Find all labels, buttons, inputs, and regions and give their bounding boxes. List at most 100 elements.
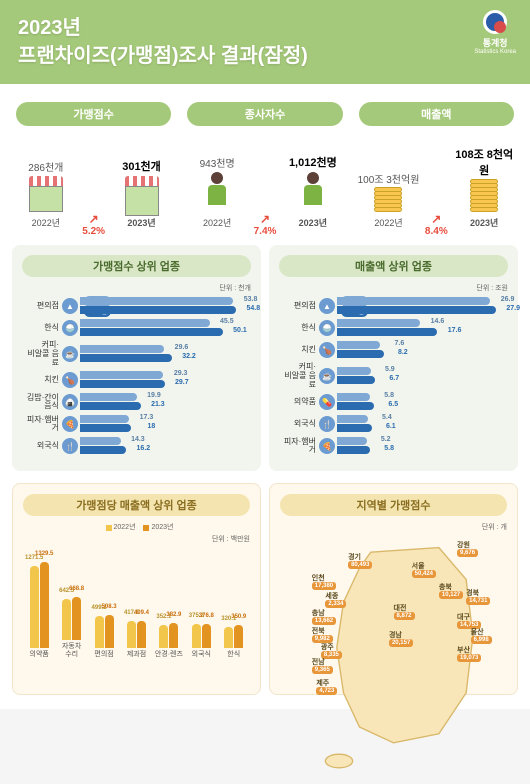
hbar-label: 커피·비알콜 음료 [279, 363, 319, 389]
vbar-unit: 단위 : 백만원 [23, 534, 250, 544]
metric-card: 종사자수 943천명 ↗7.4% 1,012천명 2022년 2023년 [183, 102, 346, 229]
hbar-2022: 5.2 [337, 437, 367, 445]
hbar-unit: 단위 : 천개 [22, 283, 251, 293]
hbar-item: 피자·햄버거 🍕 5.2 5.8 [279, 437, 508, 455]
hbar-2022: 29.6 [80, 345, 164, 353]
vbar-label: 안경·렌즈 [155, 651, 183, 659]
hbar-2023: 17.6 [337, 328, 437, 336]
category-icon: 🍕 [319, 438, 335, 454]
hbar-label: 피자·햄버거 [279, 438, 319, 456]
hbar-item: 한식 🍚 45.5 50.1 [22, 319, 251, 337]
map-title: 지역별 가맹점수 [280, 494, 507, 516]
vbar-label: 외국식 [192, 651, 211, 659]
metric-year: 2023년 [450, 216, 518, 229]
category-icon: 🍗 [319, 342, 335, 358]
hbar-unit: 단위 : 조원 [279, 283, 508, 293]
hbar-item: 치킨 🍗 7.6 8.2 [279, 341, 508, 359]
metric-value-old: 100조 3천억원 [355, 171, 423, 186]
map-region-value: 17,380 [312, 582, 336, 590]
hbar-2022: 26.9 [337, 297, 490, 305]
metric-year: 2023년 [108, 216, 176, 229]
hbar-2023: 29.7 [80, 380, 165, 388]
map-region-value: 10,127 [439, 591, 463, 599]
vbar-label: 편의점 [94, 651, 113, 659]
metric-title: 매출액 [359, 102, 514, 126]
vbar-label: 의약품 [30, 651, 49, 659]
hbar-label: 김밥·간이음식 [22, 394, 62, 412]
hbar-2023: 6.1 [337, 424, 372, 432]
map-region-value: 9,365 [312, 666, 333, 674]
page-title: 2023년 프랜차이즈(가맹점)조사 결과(잠정) [18, 14, 512, 70]
vbar-2023: 376.8 [202, 624, 211, 648]
hbar-2022: 53.8 [80, 297, 233, 305]
hbar-2022: 45.5 [80, 319, 210, 327]
category-icon: 💊 [319, 394, 335, 410]
hbar-2023: 54.8 [80, 306, 236, 314]
hbar-card: 가맹점수 상위 업종 단위 : 천개 편의점 ▲ 2022년2023년 53.8… [12, 245, 261, 471]
map-region-value: 8,872 [394, 612, 415, 620]
metric-title: 종사자수 [187, 102, 342, 126]
hbar-2023: 32.2 [80, 354, 172, 362]
hbar-2022: 19.9 [80, 393, 137, 401]
metric-pct: ↗5.2% [82, 212, 105, 237]
vbar-2022: 1271.5 [30, 566, 39, 648]
hbar-label: 치킨 [22, 376, 62, 385]
hbar-title: 가맹점수 상위 업종 [22, 255, 251, 277]
hbar-label: 외국식 [279, 420, 319, 429]
hbar-label: 의약품 [279, 398, 319, 407]
hbar-2022: 14.6 [337, 319, 420, 327]
hbar-2022: 5.8 [337, 393, 370, 401]
hbar-label: 편의점 [279, 302, 319, 311]
metric-pct: ↗7.4% [254, 212, 277, 237]
vbar-card: 가맹점당 매출액 상위 업종 2022년 2023년 단위 : 백만원 1271… [12, 483, 261, 695]
metric-value-old: 286천개 [12, 159, 80, 174]
hbar-2022: 17.3 [80, 415, 129, 423]
vbar-title: 가맹점당 매출액 상위 업종 [23, 494, 250, 516]
metric-card: 가맹점수 286천개 ↗5.2% 301천개 2022년 2023년 [12, 102, 175, 229]
metric-year: 2022년 [183, 216, 251, 229]
metric-year: 2022년 [12, 216, 80, 229]
metrics-row: 가맹점수 286천개 ↗5.2% 301천개 2022년 2023년 종사자수 … [0, 84, 530, 239]
category-icon: ☕ [319, 368, 335, 384]
org-name-en: Statistics Korea [474, 49, 516, 55]
vbar-group: 1271.5 1329.5 의약품 [23, 558, 55, 659]
hbar-2023: 6.5 [337, 402, 374, 410]
category-icon: ☕ [62, 346, 78, 362]
hbar-item: 피자·햄버거 🍕 17.3 18 [22, 415, 251, 433]
vbar-2023: 350.9 [234, 625, 243, 648]
hbar-item: 편의점 ▲ 2022년2023년 53.8 54.8 [22, 297, 251, 315]
hbar-2022: 7.6 [337, 341, 380, 349]
vbar-2023: 668.8 [72, 597, 81, 640]
vbar-group: 642.5 668.8 자동차수리 [55, 550, 87, 658]
bottom-row: 가맹점당 매출액 상위 업종 2022년 2023년 단위 : 백만원 1271… [0, 477, 530, 709]
map-region-value: 80,493 [348, 561, 372, 569]
hbar-2022: 14.3 [80, 437, 121, 445]
hbar-item: 외국식 🍴 14.3 16.2 [22, 437, 251, 455]
map-unit: 단위 : 개 [280, 522, 507, 532]
org-name: 통계청 [474, 36, 516, 49]
hbar-2022: 5.9 [337, 367, 371, 375]
hbar-label: 한식 [279, 324, 319, 333]
metric-value-new: 301천개 [108, 158, 176, 174]
hbar-2023: 18 [80, 424, 131, 432]
hbar-2023: 27.9 [337, 306, 496, 314]
hbar-2023: 21.3 [80, 402, 141, 410]
vbar-2022: 375.2 [192, 624, 201, 648]
metric-value-new: 108조 8천억원 [450, 146, 518, 178]
vbar-label: 제과점 [127, 651, 146, 659]
map-region-value: 50,424 [412, 570, 436, 578]
hbar-label: 피자·햄버거 [22, 416, 62, 434]
hbar-label: 커피·비알콜 음료 [22, 341, 62, 367]
metric-year: 2022년 [355, 216, 423, 229]
vbar-2022: 642.5 [62, 599, 71, 640]
map-region-value: 14,731 [466, 597, 490, 605]
vbar-2023: 1329.5 [40, 562, 49, 648]
metric-year: 2023년 [279, 216, 347, 229]
hbar-label: 한식 [22, 324, 62, 333]
map-region-value: 6,998 [471, 636, 492, 644]
vbar-2023: 508.3 [105, 615, 114, 648]
hbar-item: 커피·비알콜 음료 ☕ 29.6 32.2 [22, 341, 251, 367]
vbar-group: 499.2 508.3 편의점 [88, 558, 120, 659]
horizontal-bar-row: 가맹점수 상위 업종 단위 : 천개 편의점 ▲ 2022년2023년 53.8… [0, 239, 530, 477]
header: 2023년 프랜차이즈(가맹점)조사 결과(잠정) 통계청 Statistics… [0, 0, 530, 84]
